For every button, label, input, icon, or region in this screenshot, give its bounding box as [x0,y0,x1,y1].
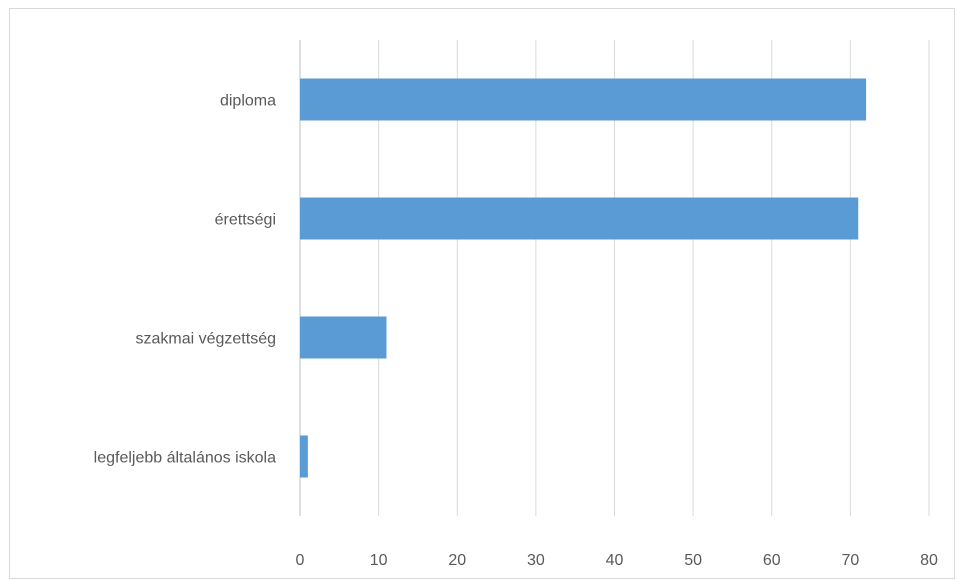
category-label: érettségi [215,212,276,229]
x-tick-label: 0 [296,552,305,569]
bars [300,78,867,478]
x-tick-label: 20 [448,552,466,569]
x-tick-label: 80 [920,552,938,569]
category-label: szakmai végzettség [135,331,276,348]
x-tick-label: 30 [527,552,545,569]
category-label: legfeljebb általános iskola [94,450,276,467]
x-tick-label: 50 [684,552,702,569]
x-tick-label: 60 [763,552,781,569]
x-tick-label: 40 [606,552,624,569]
bar [300,316,387,359]
category-label: diploma [220,93,276,110]
bar [300,197,859,240]
bar [300,78,867,121]
bar [300,435,308,478]
x-tick-labels: 0 10 20 30 40 50 60 70 80 [296,552,938,569]
category-labels: legfeljebb általános iskola szakmai végze… [94,93,276,467]
x-tick-label: 70 [841,552,859,569]
x-tick-label: 10 [370,552,388,569]
